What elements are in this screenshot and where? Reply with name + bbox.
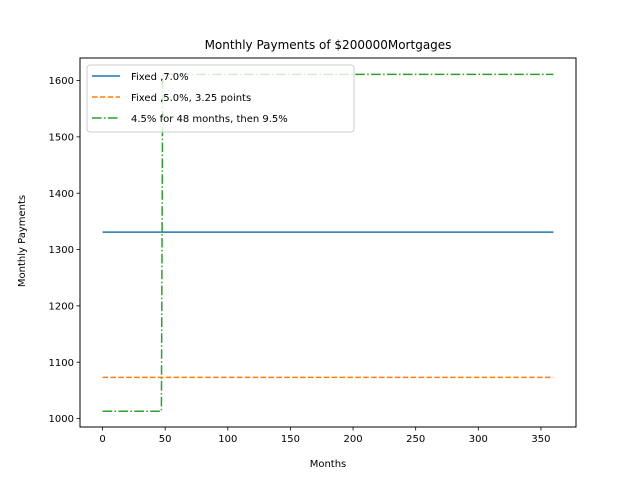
x-tick-label: 350 — [531, 434, 550, 445]
plot-frame — [79, 57, 577, 428]
legend: Fixed ,7.0% Fixed ,5.0%, 3.25 points 4.5% … — [86, 64, 355, 133]
y-tick-label: 1500 — [49, 132, 74, 143]
x-tick-label: 0 — [99, 434, 105, 445]
y-tick-label: 1300 — [49, 245, 74, 256]
x-tick-label: 300 — [469, 434, 488, 445]
y-tick-label: 1600 — [49, 76, 74, 87]
legend-box — [86, 64, 355, 133]
x-tick-label: 250 — [406, 434, 425, 445]
plot-lines — [102, 73, 554, 412]
legend-label-3: 4.5% for 48 months, then 9.5% — [131, 114, 288, 125]
legend-label-2: Fixed ,5.0%, 3.25 points — [131, 93, 251, 104]
x-axis-ticks: 0 50 100 150 200 250 300 350 — [99, 427, 550, 445]
x-axis-label: Months — [310, 459, 347, 470]
y-tick-label: 1000 — [49, 414, 74, 425]
x-tick-label: 150 — [281, 434, 300, 445]
y-tick-label: 1200 — [49, 301, 74, 312]
x-tick-label: 100 — [218, 434, 237, 445]
legend-label-1: Fixed ,7.0% — [131, 72, 189, 83]
series-line-3 — [102, 73, 554, 412]
x-tick-label: 50 — [159, 434, 172, 445]
y-tick-label: 1100 — [49, 358, 74, 369]
y-axis-label: Monthly Payments — [17, 195, 28, 287]
chart-title: Monthly Payments of $200000Mortgages — [205, 38, 452, 52]
x-tick-label: 200 — [344, 434, 363, 445]
y-tick-label: 1400 — [49, 189, 74, 200]
y-axis-ticks: 1000 1100 1200 1300 1400 1500 1600 — [49, 76, 80, 425]
